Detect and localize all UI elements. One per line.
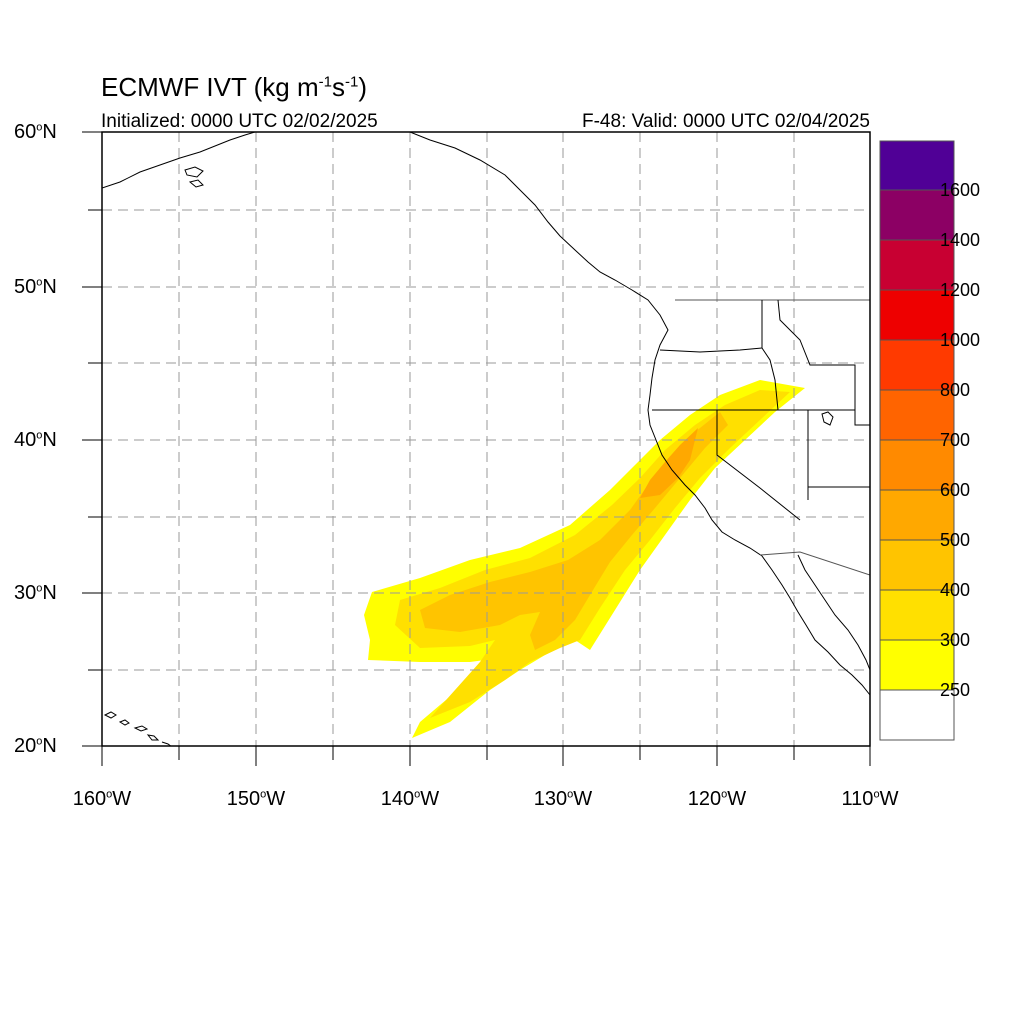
coastlines <box>102 132 870 746</box>
colorbar-box <box>879 189 955 241</box>
lat-label-40: 40oN <box>14 429 57 451</box>
colorbar-label-600: 600 <box>940 480 971 500</box>
colorbar-box <box>879 639 955 691</box>
island-hawaii <box>103 711 172 746</box>
colorbar-label-1000: 1000 <box>940 330 981 350</box>
chart-title: ECMWF IVT (kg m-1s-1) <box>101 72 367 102</box>
grid-lines <box>102 132 870 746</box>
colorbar-label-300: 300 <box>940 630 971 650</box>
colorbar-box <box>879 339 955 391</box>
lon-label-160w: 160oW <box>72 788 132 810</box>
border-or-wa <box>659 347 763 353</box>
colorbar-label-400: 400 <box>940 580 971 600</box>
island-aleutian <box>184 166 204 188</box>
colorbar-box <box>879 389 955 441</box>
border-id-west <box>761 300 779 411</box>
axis-ticks <box>82 131 871 766</box>
ivt-plume <box>364 380 805 738</box>
colorbar-box <box>879 439 955 491</box>
lat-label-50: 50oN <box>14 276 57 298</box>
ivt-contour-400 <box>420 412 728 650</box>
valid-time-label: F-48: Valid: 0000 UTC 02/04/2025 <box>582 111 870 132</box>
lon-label-150w: 150oW <box>226 788 286 810</box>
lat-label-60: 60oN <box>14 121 57 143</box>
colorbar-box <box>879 489 955 541</box>
lat-label-30: 30oN <box>14 582 57 604</box>
colorbar-box <box>879 539 955 591</box>
colorbar-label-800: 800 <box>940 380 971 400</box>
lake-great-salt <box>821 411 834 426</box>
colorbar <box>879 140 955 741</box>
colorbar-label-500: 500 <box>940 530 971 550</box>
colorbar-label-1400: 1400 <box>940 230 981 250</box>
border-ca-nv <box>716 410 801 521</box>
ivt-contour-500 <box>640 428 698 498</box>
colorbar-label-700: 700 <box>940 430 971 450</box>
lon-label-120w: 120oW <box>687 788 747 810</box>
lon-label-110w: 110oW <box>841 788 899 810</box>
initialized-label: Initialized: 0000 UTC 02/02/2025 <box>101 111 378 132</box>
coastline-north-america <box>409 132 870 696</box>
colorbar-label-1600: 1600 <box>940 180 981 200</box>
border-id-mt <box>777 299 870 426</box>
border-us-mexico <box>759 551 870 576</box>
colorbar-label-1200: 1200 <box>940 280 981 300</box>
colorbar-box <box>879 589 955 641</box>
lat-label-20: 20oN <box>14 735 57 757</box>
colorbar-box <box>879 140 955 191</box>
lon-label-130w: 130oW <box>533 788 593 810</box>
coastline-baja <box>797 554 870 671</box>
colorbar-label-250: 250 <box>940 680 971 700</box>
coastline-alaska <box>102 132 256 189</box>
map-frame <box>101 131 871 747</box>
lon-label-140w: 140oW <box>380 788 440 810</box>
colorbar-box <box>879 689 955 741</box>
